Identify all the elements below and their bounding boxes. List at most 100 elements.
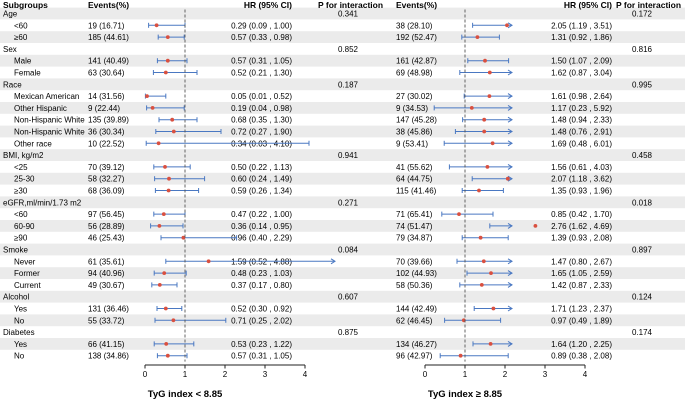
events-right: 70 (39.66): [396, 257, 433, 266]
hr-ci-left: 0.57 (0.31 , 1.05): [231, 57, 292, 66]
hr-ci-right: 1.42 (0.87 , 2.33): [551, 281, 612, 290]
events-left: 46 (25.43): [88, 234, 125, 243]
group-label: Age: [3, 10, 18, 19]
events-right: 147 (45.28): [396, 116, 437, 125]
events-left: 19 (16.71): [88, 21, 125, 30]
x-tick-label-right: 1: [463, 370, 468, 379]
hr-point-left: [145, 94, 149, 98]
ci-arrow-right: [507, 340, 513, 347]
ci-arrow-right: [507, 258, 513, 265]
ci-arrow-right: [507, 163, 513, 170]
hr-ci-right: 1.64 (1.20 , 2.25): [551, 340, 612, 349]
events-right: 62 (46.45): [396, 316, 433, 325]
events-left: 94 (40.96): [88, 269, 125, 278]
events-left: 58 (32.27): [88, 175, 125, 184]
hr-point-right: [458, 353, 463, 358]
hr-ci-left: 0.53 (0.23 , 1.22): [231, 340, 292, 349]
events-left: 68 (36.09): [88, 187, 125, 196]
hr-ci-right: 0.85 (0.42 , 1.70): [551, 210, 612, 219]
ci-arrow-right: [507, 128, 513, 135]
hr-point-left: [154, 23, 159, 28]
x-axes: 0 1 2 3 4 0 1 2 3 4: [143, 364, 588, 379]
events-left: 97 (56.45): [88, 210, 125, 219]
hr-point-left: [170, 117, 175, 122]
ci-arrow-right: [507, 281, 513, 288]
hr-point-left: [171, 129, 176, 134]
hr-point-left: [161, 212, 166, 217]
hr-point-right: [505, 23, 509, 28]
events-right: 38 (45.86): [396, 128, 433, 137]
hr-ci-right: 1.69 (0.48 , 6.01): [551, 139, 612, 148]
events-right: 134 (46.27): [396, 340, 437, 349]
p-value-right: 0.458: [632, 151, 653, 160]
p-value-left: 0.187: [338, 80, 359, 89]
header-events-left: Events(%): [88, 0, 129, 10]
hr-ci-right: 1.62 (0.87 , 3.04): [551, 69, 612, 78]
hr-point-right: [489, 271, 493, 275]
ci-arrow-right: [507, 175, 513, 182]
row-band: [0, 338, 685, 350]
events-left: 135 (39.89): [88, 116, 129, 125]
hr-point-left: [164, 342, 169, 346]
ci-arrow-right: [507, 93, 513, 100]
hr-ci-right: 1.48 (0.76 , 2.91): [551, 128, 612, 137]
hr-ci-left: 0.57 (0.31 , 1.05): [231, 352, 292, 361]
events-right: 64 (44.75): [396, 175, 433, 184]
p-value-right: 0.124: [632, 293, 653, 302]
events-left: 14 (31.56): [88, 92, 125, 101]
events-left: 36 (30.34): [88, 128, 125, 137]
hr-point-left: [163, 306, 168, 311]
subgroup-label: Female: [14, 69, 41, 78]
hr-ci-left: 0.68 (0.35 , 1.30): [231, 116, 292, 125]
row-bands: [0, 7, 685, 350]
hr-ci-left: 0.50 (0.22 , 1.13): [231, 163, 292, 172]
events-right: 79 (34.87): [396, 234, 433, 243]
subgroup-label: Other Hispanic: [14, 104, 67, 113]
hr-point-right: [475, 35, 480, 39]
x-tick-label-right: 3: [543, 370, 548, 379]
header-p-right: P for interaction: [616, 0, 681, 10]
x-tick-label-left: 1: [183, 370, 188, 379]
x-tick-label-left: 4: [303, 370, 308, 379]
events-right: 9 (34.53): [396, 104, 428, 113]
column-headers: Subgroups Events(%) HR (95% CI) P for in…: [3, 0, 681, 10]
subgroup-label: 60-90: [14, 222, 35, 231]
hr-ci-right: 1.61 (0.98 , 2.64): [551, 92, 612, 101]
hr-ci-right: 1.47 (0.80 , 2.67): [551, 257, 612, 266]
ci-arrow-right: [507, 270, 513, 277]
row-band: [0, 243, 685, 256]
hr-ci-right: 1.17 (0.23 , 5.92): [551, 104, 612, 113]
hr-ci-left: 0.48 (0.23 , 1.03): [231, 269, 292, 278]
table-rows: Age 0.341 0.172 <60 19 (16.71) 0.29 (0.09 , 1…: [3, 10, 653, 361]
hr-point-left: [166, 188, 171, 193]
p-value-right: 0.172: [632, 10, 653, 19]
hr-ci-right: 1.71 (1.23 , 2.37): [551, 305, 612, 314]
hr-point-left: [163, 70, 168, 75]
hr-ci-right: 1.48 (0.94 , 2.33): [551, 116, 612, 125]
subgroup-label: 25-30: [14, 175, 35, 184]
header-subgroups: Subgroups: [3, 0, 48, 10]
hr-point-right: [482, 129, 487, 134]
x-tick-label-right: 2: [503, 370, 508, 379]
hr-point-left: [181, 235, 186, 240]
subgroup-label: Non-Hispanic White: [14, 116, 85, 125]
p-value-right: 0.816: [632, 45, 653, 54]
subgroup-label: Yes: [14, 305, 27, 314]
group-label: Smoke: [3, 246, 28, 255]
hr-point-left: [167, 176, 171, 181]
events-left: 131 (36.46): [88, 305, 129, 314]
hr-ci-right: 1.56 (0.61 , 4.03): [551, 163, 612, 172]
events-right: 71 (65.41): [396, 210, 433, 219]
hr-point-left: [165, 353, 170, 358]
row-band: [0, 78, 685, 91]
events-left: 9 (22.44): [88, 104, 120, 113]
subgroup-label: ≥30: [14, 187, 28, 196]
hr-point-right: [533, 224, 538, 228]
header-hr-right: HR (95% CI): [564, 0, 612, 10]
ci-arrow-right: [507, 305, 513, 312]
events-right: 69 (48.98): [396, 69, 433, 78]
row-band: [0, 172, 685, 185]
forest-marks: [144, 9, 538, 362]
ci-arrow-right: [507, 116, 513, 123]
